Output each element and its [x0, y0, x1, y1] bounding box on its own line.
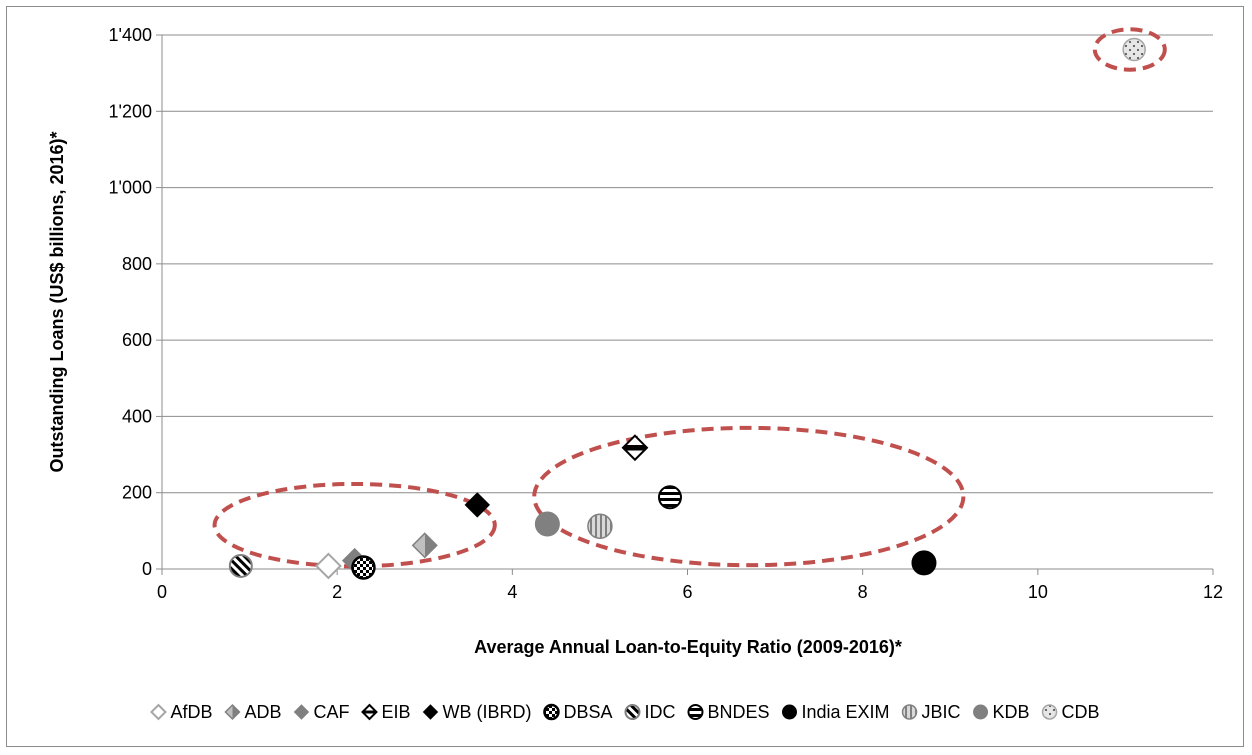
x-tick-label: 6: [682, 582, 692, 602]
y-tick-label: 600: [122, 330, 152, 350]
legend-item-cdb: CDB: [1041, 702, 1100, 722]
legend-item-wb-ibrd: WB (IBRD): [422, 702, 531, 722]
legend-label-kdb: KDB: [993, 702, 1030, 722]
legend-label-wb-ibrd: WB (IBRD): [442, 702, 531, 722]
legend-marker-india-exim: [781, 704, 797, 720]
annotation-ellipses: [212, 27, 1167, 569]
x-tick-label: 12: [1203, 582, 1223, 602]
y-tick-label: 0: [142, 559, 152, 579]
legend-label-eib: EIB: [381, 702, 410, 722]
y-tick-label: 1'200: [109, 101, 152, 121]
legend-item-dbsa: DBSA: [543, 702, 612, 722]
legend-label-bndes: BNDES: [707, 702, 769, 722]
legend-item-afdb: AfDB: [150, 702, 212, 722]
legend-label-caf: CAF: [313, 702, 349, 722]
x-tick-label: 0: [157, 582, 167, 602]
legend-marker-dbsa: [543, 703, 560, 721]
x-tick-label: 4: [507, 582, 517, 602]
legend-marker-jbic: [901, 704, 918, 720]
y-tick-label: 400: [122, 406, 152, 426]
point-eib: [621, 434, 649, 462]
point-adb: [411, 532, 438, 559]
legend-marker-bndes: [687, 704, 704, 720]
legend-label-dbsa: DBSA: [563, 702, 612, 722]
point-dbsa: [351, 555, 376, 580]
y-tick-label: 1'000: [109, 178, 152, 198]
point-wb-ibrd: [464, 492, 491, 518]
highlight-ellipse-2: [532, 425, 966, 568]
legend-item-india-exim: India EXIM: [781, 702, 890, 722]
y-tick-label: 1'400: [109, 25, 152, 45]
legend-item-bndes: BNDES: [687, 702, 769, 722]
legend-item-eib: EIB: [361, 702, 410, 722]
x-axis-title: Average Annual Loan-to-Equity Ratio (200…: [474, 637, 902, 657]
point-india-exim: [911, 550, 937, 576]
highlight-ellipse-3: [1092, 27, 1167, 72]
legend-marker-caf: [293, 704, 310, 720]
x-tick-label: 10: [1028, 582, 1048, 602]
point-idc: [228, 553, 253, 578]
point-kdb: [534, 511, 560, 537]
point-jbic: [587, 513, 613, 540]
legend-label-cdb: CDB: [1062, 702, 1100, 722]
legend-label-jbic: JBIC: [922, 702, 961, 722]
legend-item-jbic: JBIC: [901, 702, 961, 722]
point-bndes: [657, 485, 682, 510]
y-tick-label: 800: [122, 254, 152, 274]
legend-marker-cdb: [1041, 704, 1058, 720]
legend-marker-idc: [624, 704, 641, 720]
point-cdb: [1122, 37, 1146, 62]
chart-frame: [6, 6, 1244, 747]
point-afdb: [314, 552, 342, 580]
legend-item-idc: IDC: [624, 702, 675, 722]
data-points: [228, 37, 1146, 580]
gridlines: [162, 34, 1213, 494]
legend-label-idc: IDC: [644, 702, 675, 722]
legend-label-adb: ADB: [244, 702, 281, 722]
legend: AfDB ADB CAF EIB WB (IBRD) DBSA IDC BNDES India …: [150, 702, 1100, 722]
legend-item-adb: ADB: [224, 702, 281, 722]
legend-marker-afdb: [150, 703, 167, 721]
x-tick-label: 2: [332, 582, 342, 602]
legend-marker-kdb: [973, 704, 989, 720]
legend-marker-wb-ibrd: [422, 704, 439, 720]
y-axis-title: Outstanding Loans (US$ billions, 2016)*: [47, 131, 67, 472]
legend-item-caf: CAF: [293, 702, 349, 722]
x-tick-label: 8: [858, 582, 868, 602]
axes: 0 200 400 600 800 1'000 1'200 1'400 0 2 4 6 8 10 12: [109, 25, 1224, 602]
legend-marker-adb: [224, 703, 241, 721]
legend-item-kdb: KDB: [973, 702, 1030, 722]
legend-label-india-exim: India EXIM: [801, 702, 889, 722]
legend-marker-eib: [361, 703, 378, 721]
legend-label-afdb: AfDB: [170, 702, 212, 722]
y-tick-label: 200: [122, 483, 152, 503]
